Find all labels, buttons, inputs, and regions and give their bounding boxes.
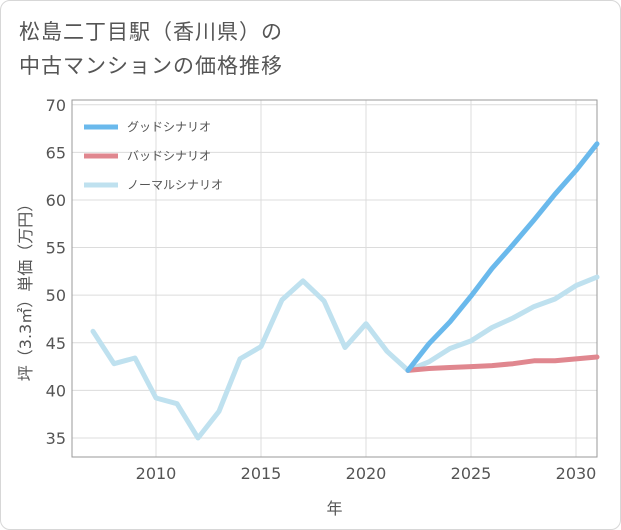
series-line-2 <box>90 274 600 441</box>
y-tick-label: 40 <box>46 381 66 400</box>
series-line-1 <box>405 354 600 373</box>
grid <box>72 100 597 457</box>
x-tick-label: 2015 <box>241 464 282 483</box>
y-axis-ticks: 35 40 45 50 55 60 65 70 <box>46 96 66 448</box>
legend-label-1: バッドシナリオ <box>127 149 211 163</box>
x-tick-label: 2025 <box>451 464 492 483</box>
chart-title: 松島二丁目駅（香川県）の 中古マンションの価格推移 <box>19 15 283 83</box>
x-axis-ticks: 2010 2015 2020 2025 2030 <box>136 464 597 483</box>
y-tick-label: 70 <box>46 96 66 115</box>
y-tick-label: 65 <box>46 143 66 162</box>
y-tick-label: 45 <box>46 334 66 353</box>
series-line-0 <box>405 141 600 373</box>
y-tick-label: 60 <box>46 191 66 210</box>
legend-label-2: ノーマルシナリオ <box>127 178 223 192</box>
y-tick-label: 35 <box>46 429 66 448</box>
y-tick-label: 55 <box>46 239 66 258</box>
title-line-2: 中古マンションの価格推移 <box>19 54 283 78</box>
series-lines <box>90 141 600 441</box>
y-tick-label: 50 <box>46 286 66 305</box>
legend-label-0: グッドシナリオ <box>127 120 211 134</box>
x-tick-label: 2030 <box>556 464 597 483</box>
x-axis-label: 年 <box>326 499 342 518</box>
x-tick-label: 2020 <box>346 464 387 483</box>
y-axis-label: 坪（3.3㎡）単価（万円） <box>16 196 35 381</box>
title-line-1: 松島二丁目駅（香川県）の <box>19 20 283 44</box>
x-tick-label: 2010 <box>136 464 177 483</box>
